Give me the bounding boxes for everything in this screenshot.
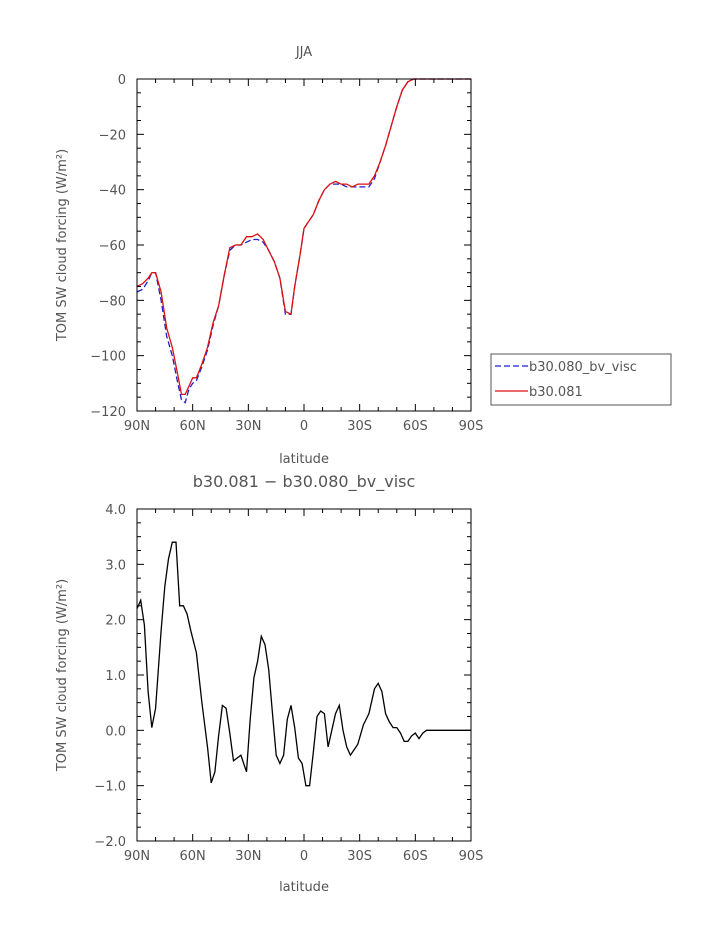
y-tick-label: 1.0 [105,669,126,684]
chart-title: JJA [295,45,312,60]
chart-title: b30.081 − b30.080_bv_visc [193,472,416,492]
y-axis-label: TOM SW cloud forcing (W/m²) [55,149,70,342]
x-tick-label: 60N [180,849,206,864]
x-tick-label: 0 [300,419,308,434]
y-tick-label: 0 [118,73,126,88]
chart-panel-1: JJA 90N 60N 30N 0 30S 60S 90S 0 −20 −40 −60 −80 −100 −… [55,45,672,467]
series-line-2 [136,78,471,396]
legend-label: b30.080_bv_visc [529,360,637,375]
y-tick-label: 3.0 [105,558,126,573]
y-tick-label: −20 [99,128,126,143]
x-axis-label: latitude [279,452,329,467]
x-tick-label: 90S [459,849,484,864]
x-tick-label: 30N [235,419,261,434]
y-axis-label: TOM SW cloud forcing (W/m²) [55,579,70,772]
x-tick-label: 30N [235,849,261,864]
x-tick-label: 60S [403,419,428,434]
y-tick-label: −80 [99,294,126,309]
series-line-1 [136,541,471,787]
legend-label: b30.081 [529,385,583,400]
y-tick-label: 0.0 [105,724,126,739]
x-tick-label: 90S [459,419,484,434]
plot-frame [136,508,472,842]
x-tick-label: 60N [180,419,206,434]
legend: b30.080_bv_visc b30.081 [490,353,672,406]
x-tick-label: 30S [347,849,372,864]
y-tick-label: −120 [90,405,126,420]
legend-box [490,353,672,406]
x-axis-label: latitude [279,880,329,895]
y-tick-label: 4.0 [105,503,126,518]
plot-frame [136,78,472,412]
y-tick-label: −60 [99,239,126,254]
y-tick-label: −100 [90,350,126,365]
x-tick-label: 0 [300,849,308,864]
y-tick-label: 2.0 [105,614,126,629]
y-tick-label: −40 [99,184,126,199]
x-tick-label: 30S [347,419,372,434]
series-line-1 [136,78,471,404]
y-tick-label: −1.0 [94,780,126,795]
chart-panel-2: b30.081 − b30.080_bv_visc 90N 60N 30N 0 30S 60… [55,472,483,895]
x-tick-label: 90N [124,419,150,434]
x-tick-label: 90N [124,849,150,864]
x-tick-label: 60S [403,849,428,864]
y-tick-label: −2.0 [94,835,126,850]
